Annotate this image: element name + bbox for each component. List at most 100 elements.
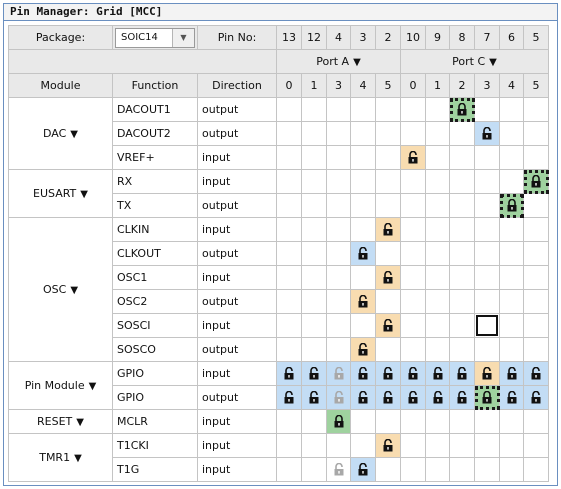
- lock-open-icon[interactable]: [357, 295, 369, 308]
- pin-cell[interactable]: [375, 265, 401, 290]
- lock-open-icon[interactable]: [308, 367, 320, 380]
- lock-closed-icon[interactable]: [506, 199, 518, 212]
- pin-cell[interactable]: [425, 193, 450, 218]
- module-cell[interactable]: OSC ▼: [8, 217, 113, 362]
- pin-cell[interactable]: [375, 433, 401, 458]
- module-toggle-icon[interactable]: ▼: [70, 129, 78, 140]
- pin-cell[interactable]: [523, 385, 549, 410]
- pin-cell[interactable]: [449, 217, 475, 242]
- lock-open-icon[interactable]: [357, 463, 369, 476]
- pin-cell[interactable]: [499, 241, 524, 266]
- pin-cell[interactable]: [375, 361, 401, 386]
- pin-cell[interactable]: [474, 361, 500, 386]
- pin-cell[interactable]: [276, 433, 302, 458]
- pin-cell[interactable]: [326, 145, 351, 170]
- pin-cell[interactable]: [474, 145, 500, 170]
- pin-cell[interactable]: [375, 193, 401, 218]
- pin-cell[interactable]: [425, 457, 450, 482]
- lock-open-icon[interactable]: [432, 367, 444, 380]
- lock-open-icon[interactable]: [456, 391, 468, 404]
- pin-cell[interactable]: [375, 409, 401, 434]
- pin-cell[interactable]: [276, 313, 302, 338]
- pin-cell[interactable]: [326, 241, 351, 266]
- module-cell[interactable]: RESET ▼: [8, 409, 113, 434]
- pin-cell[interactable]: [499, 265, 524, 290]
- lock-closed-icon[interactable]: [333, 415, 345, 428]
- pin-cell[interactable]: [301, 241, 327, 266]
- pin-cell[interactable]: [523, 337, 549, 362]
- pin-cell[interactable]: [425, 361, 450, 386]
- pin-cell[interactable]: [449, 97, 475, 122]
- pin-cell[interactable]: [276, 217, 302, 242]
- pin-cell[interactable]: [326, 457, 351, 482]
- pin-cell[interactable]: [449, 241, 475, 266]
- pin-cell[interactable]: [400, 313, 426, 338]
- pin-cell[interactable]: [375, 337, 401, 362]
- pin-cell[interactable]: [301, 313, 327, 338]
- pin-cell[interactable]: [499, 217, 524, 242]
- pin-cell[interactable]: [523, 97, 549, 122]
- pin-cell[interactable]: [375, 169, 401, 194]
- pin-cell[interactable]: [301, 217, 327, 242]
- lock-open-icon[interactable]: [308, 391, 320, 404]
- pin-cell[interactable]: [499, 121, 524, 146]
- pin-cell[interactable]: [425, 241, 450, 266]
- pin-cell[interactable]: [276, 265, 302, 290]
- pin-cell[interactable]: [474, 241, 500, 266]
- pin-cell[interactable]: [474, 289, 500, 314]
- pin-cell[interactable]: [326, 313, 351, 338]
- pin-cell[interactable]: [326, 217, 351, 242]
- pin-cell[interactable]: [449, 433, 475, 458]
- pin-cell[interactable]: [350, 433, 376, 458]
- pin-cell[interactable]: [301, 409, 327, 434]
- pin-cell[interactable]: [474, 169, 500, 194]
- pin-cell[interactable]: [276, 241, 302, 266]
- pin-cell[interactable]: [499, 409, 524, 434]
- package-select[interactable]: SOIC14 ▼: [115, 27, 195, 48]
- pin-cell[interactable]: [499, 145, 524, 170]
- pin-cell[interactable]: [301, 265, 327, 290]
- pin-cell[interactable]: [301, 121, 327, 146]
- lock-open-icon[interactable]: [357, 367, 369, 380]
- pin-cell[interactable]: [474, 97, 500, 122]
- lock-open-icon[interactable]: [357, 343, 369, 356]
- module-cell[interactable]: EUSART ▼: [8, 169, 113, 218]
- pin-cell[interactable]: [474, 385, 500, 410]
- pin-cell[interactable]: [350, 97, 376, 122]
- pin-cell[interactable]: [474, 433, 500, 458]
- pin-cell[interactable]: [400, 217, 426, 242]
- pin-cell[interactable]: [449, 361, 475, 386]
- pin-cell[interactable]: [326, 337, 351, 362]
- pin-cell[interactable]: [350, 385, 376, 410]
- pin-cell[interactable]: [400, 265, 426, 290]
- pin-cell[interactable]: [425, 121, 450, 146]
- lock-open-icon[interactable]: [506, 367, 518, 380]
- pin-cell[interactable]: [449, 385, 475, 410]
- pin-cell[interactable]: [523, 121, 549, 146]
- module-toggle-icon[interactable]: ▼: [80, 189, 88, 200]
- pin-cell[interactable]: [523, 433, 549, 458]
- pin-cell[interactable]: [523, 361, 549, 386]
- pin-cell[interactable]: [301, 361, 327, 386]
- pin-cell[interactable]: [400, 193, 426, 218]
- pin-cell[interactable]: [425, 265, 450, 290]
- pin-cell[interactable]: [276, 337, 302, 362]
- pin-cell[interactable]: [350, 241, 376, 266]
- pin-cell[interactable]: [474, 457, 500, 482]
- lock-open-icon[interactable]: [382, 271, 394, 284]
- lock-open-icon[interactable]: [333, 463, 345, 476]
- lock-open-icon[interactable]: [333, 367, 345, 380]
- lock-open-icon[interactable]: [407, 151, 419, 164]
- pin-cell[interactable]: [400, 145, 426, 170]
- pin-cell[interactable]: [350, 337, 376, 362]
- pin-cell[interactable]: [375, 217, 401, 242]
- pin-cell[interactable]: [425, 433, 450, 458]
- pin-cell[interactable]: [350, 361, 376, 386]
- pin-cell[interactable]: [350, 217, 376, 242]
- module-cell[interactable]: Pin Module ▼: [8, 361, 113, 410]
- pin-cell[interactable]: [449, 265, 475, 290]
- port-a-header[interactable]: Port A ▼: [276, 49, 401, 74]
- pin-cell[interactable]: [326, 361, 351, 386]
- pin-cell[interactable]: [400, 289, 426, 314]
- pin-cell[interactable]: [425, 145, 450, 170]
